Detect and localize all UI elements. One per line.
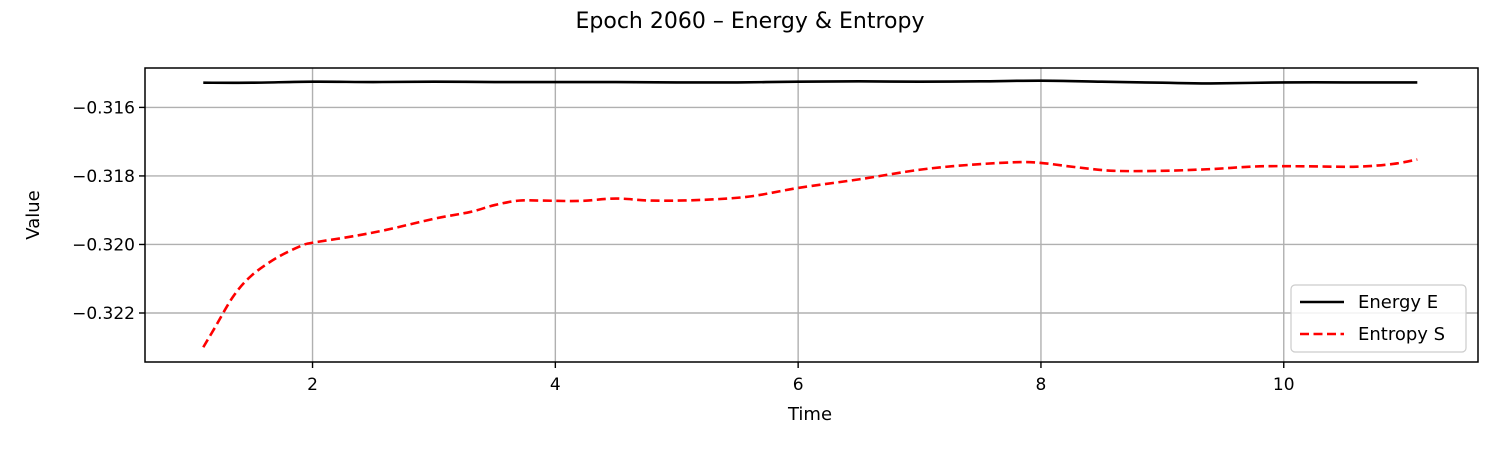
y-tick-label: −0.320 [72,235,135,255]
entropy-series-line [202,158,1418,348]
x-tick-label: 4 [550,375,561,395]
y-tick-label: −0.316 [72,98,135,118]
series-layer [202,79,1418,348]
legend-label-entropy: Entropy S [1358,324,1445,345]
x-axis-label: Time [787,404,832,425]
y-axis-label: Value [23,190,44,239]
energy-series-line [203,79,1418,85]
grid-layer [145,68,1478,362]
x-tick-label: 2 [307,375,318,395]
plot-frame [144,67,1479,363]
x-tick-label: 10 [1273,375,1295,395]
y-tick-label: −0.322 [72,304,135,324]
legend-label-energy: Energy E [1358,292,1438,313]
chart-title: Epoch 2060 – Energy & Entropy [576,9,925,34]
y-tick-label: −0.318 [72,167,135,187]
x-tick-label: 6 [793,375,804,395]
x-tick-label: 8 [1036,375,1047,395]
legend: Energy E Entropy S [1290,284,1467,353]
tick-layer: 2 4 6 8 10 −0.316 −0.318 −0.320 −0.322 [72,98,1294,395]
